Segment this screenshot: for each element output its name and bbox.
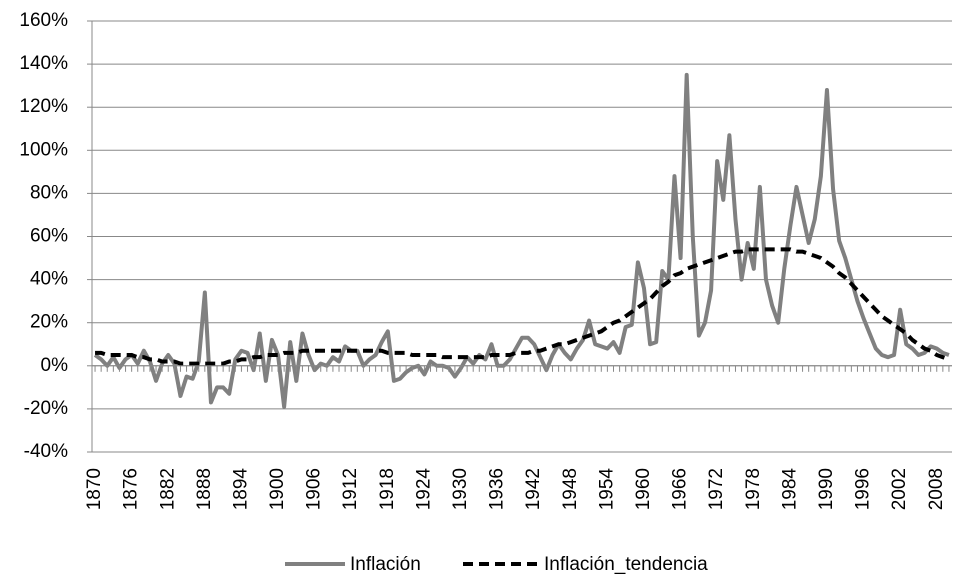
x-tick-label: 1870	[84, 468, 105, 510]
y-tick-label: 0%	[41, 355, 69, 376]
x-tick-label: 1876	[121, 468, 142, 510]
x-tick-label: 1978	[743, 468, 764, 510]
x-tick-label: 1972	[706, 468, 727, 510]
plot	[93, 72, 950, 409]
x-tick-label: 1900	[267, 468, 288, 510]
y-tick-label: -40%	[24, 441, 68, 462]
legend-label: Inflación	[350, 554, 421, 575]
x-tick-label: 1894	[230, 468, 251, 511]
x-tick-label: 2002	[889, 468, 910, 510]
x-tick-label: 1954	[596, 468, 617, 511]
y-tick-label: 20%	[30, 312, 68, 333]
y-tick-label: 80%	[30, 182, 68, 203]
x-tick-label: 1930	[450, 468, 471, 510]
x-tick-label: 1984	[779, 468, 800, 511]
x-tick-label: 1936	[487, 468, 508, 510]
x-tick-label: 1990	[816, 468, 837, 510]
y-tick-label: 140%	[19, 53, 68, 74]
series-line	[95, 247, 950, 366]
y-tick-label: 40%	[30, 269, 68, 290]
x-tick-label: 1912	[340, 468, 361, 510]
x-tick-label: 1948	[560, 468, 581, 510]
legend: Inflación Inflación_tendencia	[285, 554, 708, 575]
legend-label: Inflación_tendencia	[544, 554, 708, 575]
x-tick-label: 2008	[926, 468, 947, 510]
x-tick-label: 1924	[413, 468, 434, 511]
y-tick-label: 160%	[19, 10, 68, 31]
x-tick-label: 1906	[304, 468, 325, 510]
x-tick-label: 1996	[853, 468, 874, 510]
x-tick-label: 1888	[194, 468, 215, 510]
x-tick-label: 1966	[670, 468, 691, 510]
axes: -40% -20% 0% 20% 40% 60% 80% 100% 120% 140% 160% 18…	[19, 10, 952, 510]
y-tick-label: 100%	[19, 139, 68, 160]
x-tick-label: 1960	[633, 468, 654, 510]
x-tick-label: 1882	[157, 468, 178, 510]
x-tick-label: 1942	[523, 468, 544, 510]
x-tick-label: 1918	[377, 468, 398, 510]
y-tick-label: 120%	[19, 96, 68, 117]
y-tick-label: -20%	[24, 398, 68, 419]
series-line	[93, 72, 950, 409]
y-tick-label: 60%	[30, 226, 68, 247]
